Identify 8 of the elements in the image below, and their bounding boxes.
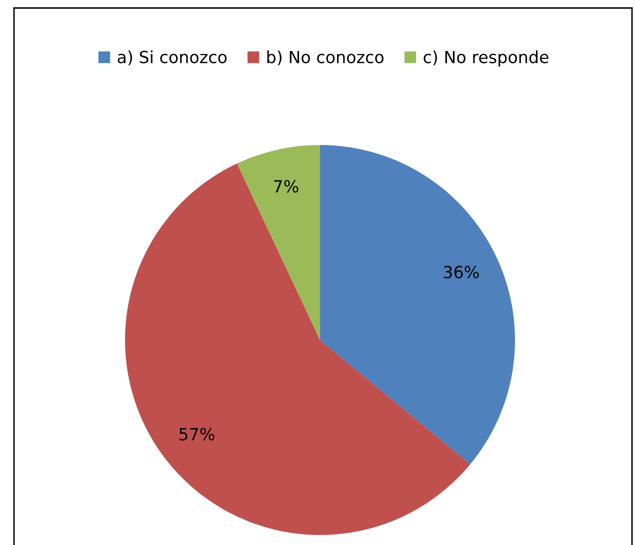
- pie-slice: [320, 145, 515, 464]
- data-label: 57%: [180, 428, 214, 440]
- legend-label: b) No conozco: [267, 50, 384, 66]
- legend-label: c) No responde: [424, 50, 548, 67]
- legend-label: a) Si conozco: [118, 50, 227, 66]
- pie-slice: [236, 145, 320, 340]
- data-label: 7%: [274, 180, 298, 193]
- data-label: 36%: [444, 266, 479, 278]
